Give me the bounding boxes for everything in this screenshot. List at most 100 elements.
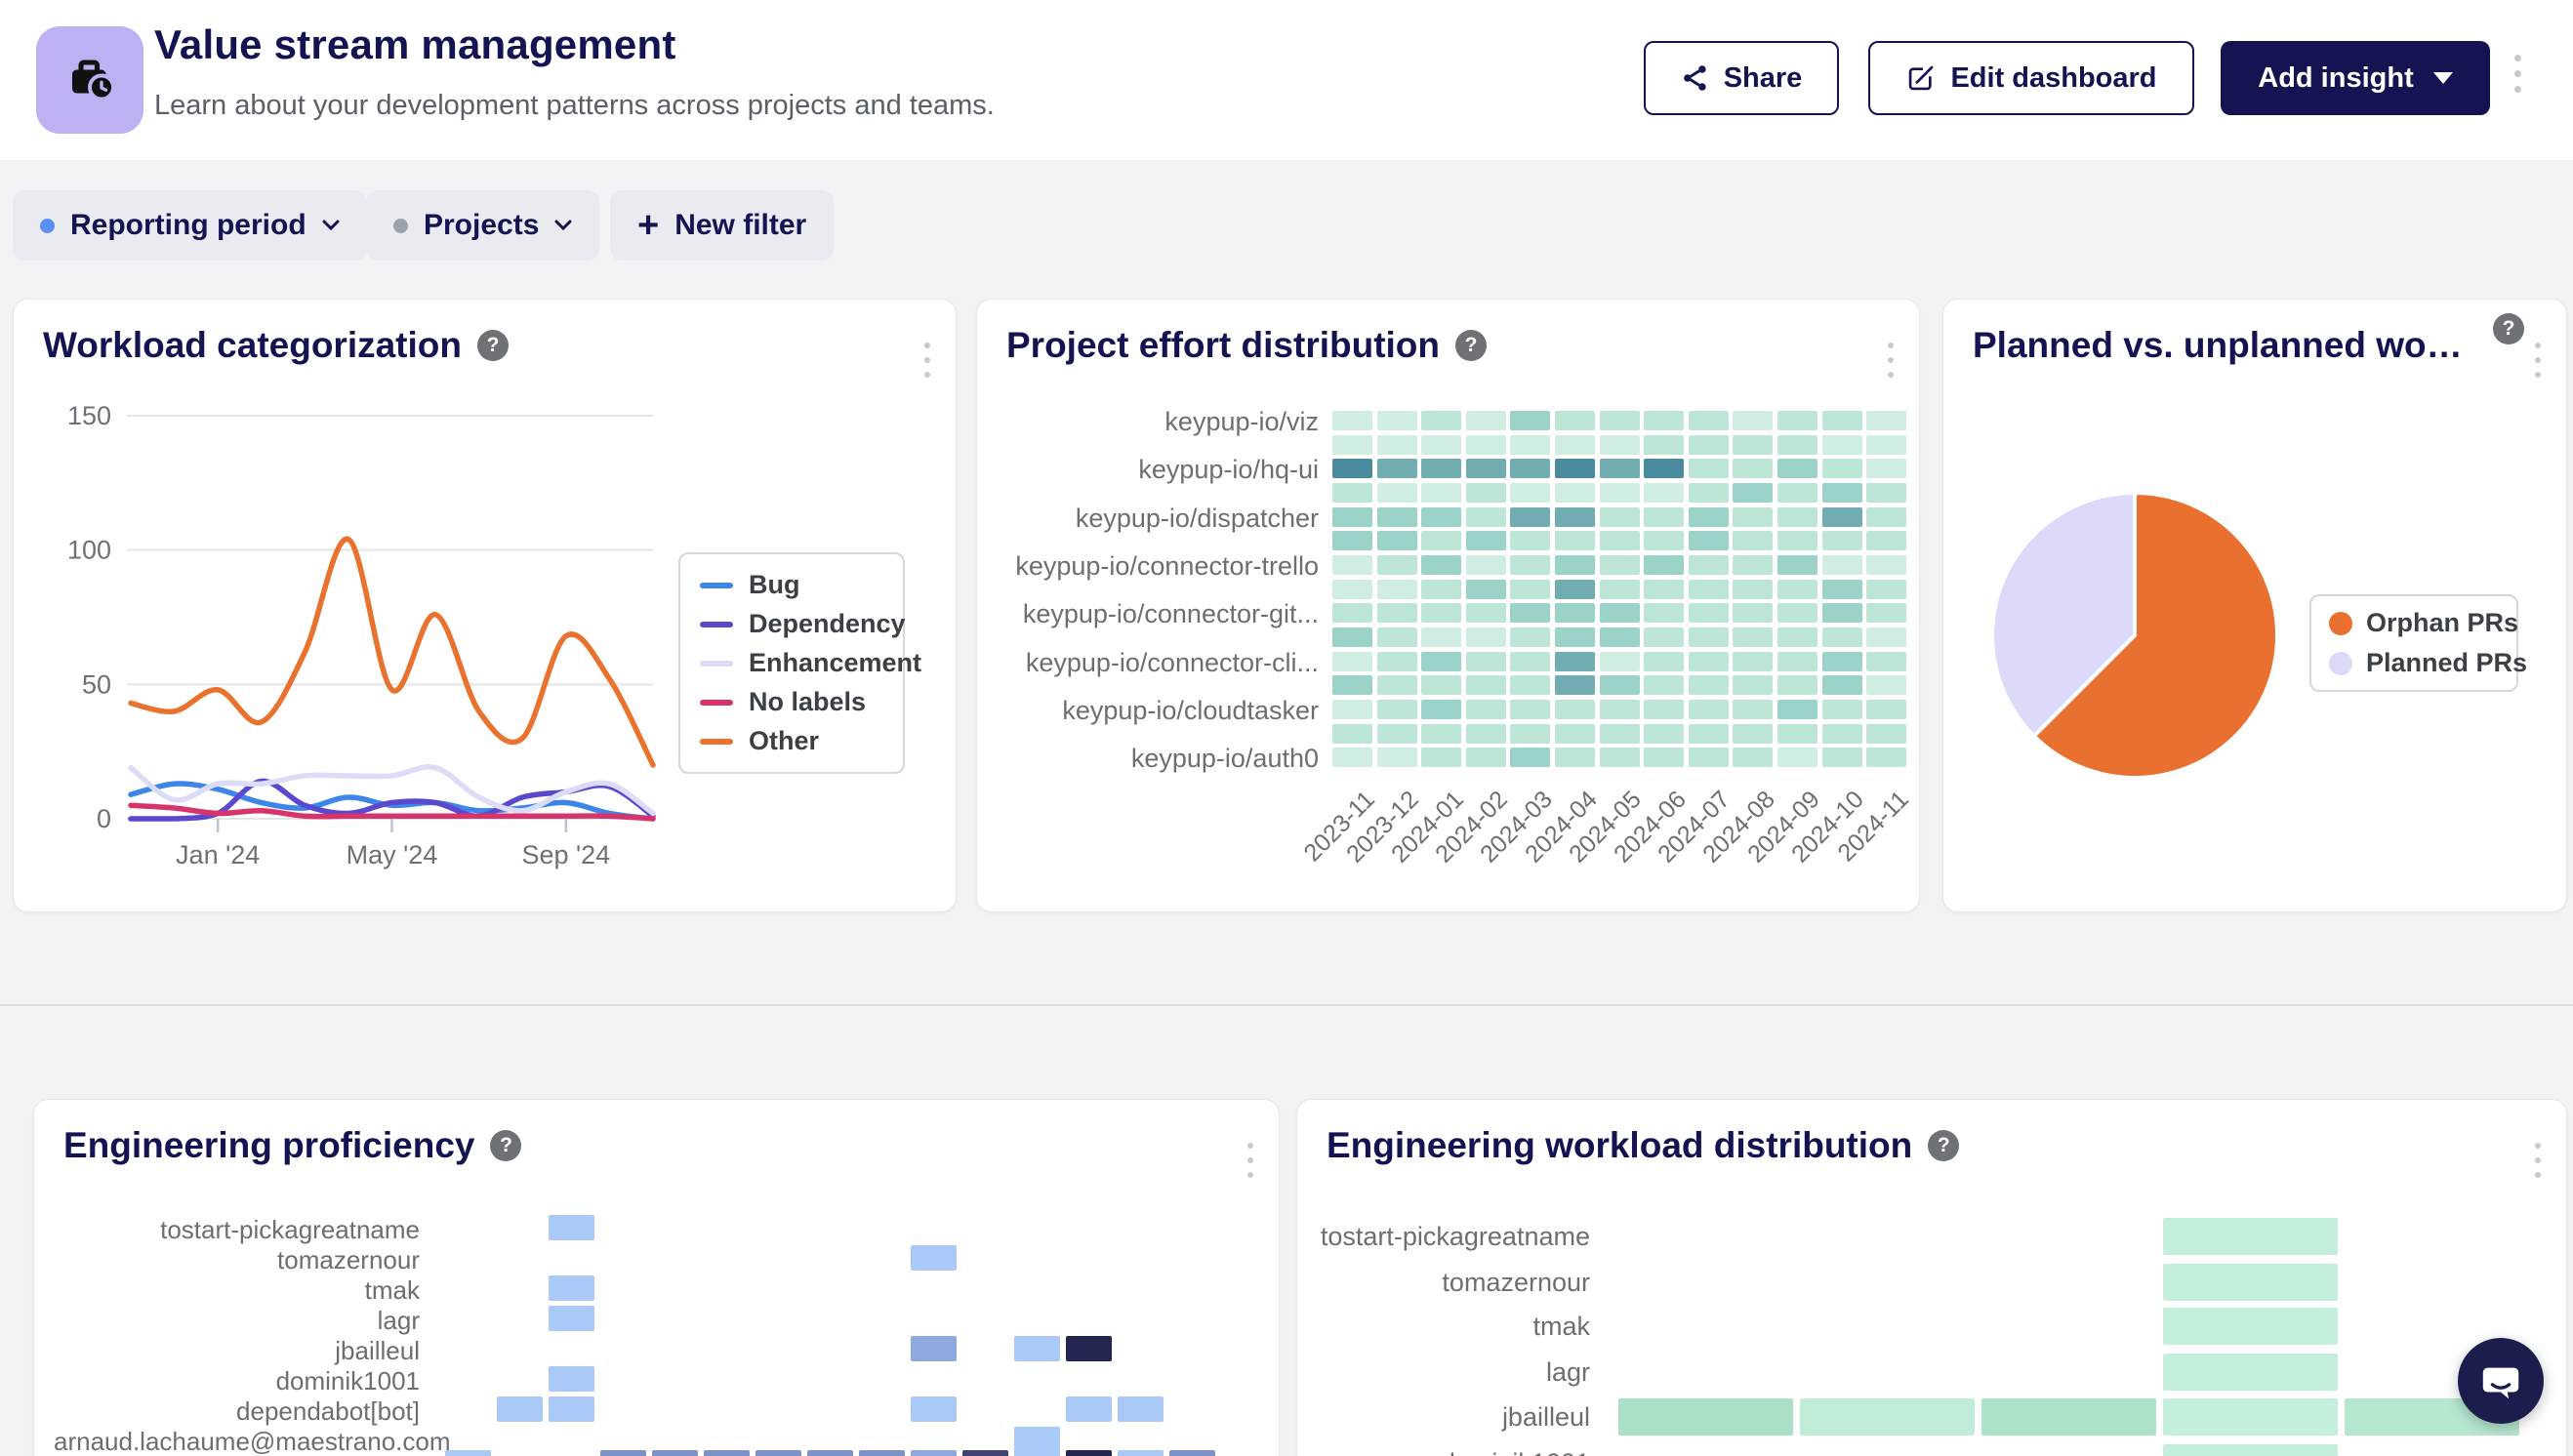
heatmap-cell[interactable]	[1421, 531, 1461, 550]
bar-segment[interactable]	[2163, 1444, 2338, 1456]
heatmap-cell[interactable]	[1644, 652, 1684, 671]
heatmap-cell[interactable]	[1644, 459, 1684, 478]
heatmap-cell[interactable]	[1332, 652, 1372, 671]
heatmap-cell[interactable]	[1644, 555, 1684, 575]
heatmap-cell[interactable]	[1733, 675, 1773, 695]
heatmap-cell[interactable]	[1555, 627, 1595, 647]
heatmap-cell[interactable]	[1466, 603, 1506, 623]
heatmap-cell[interactable]	[1118, 1450, 1164, 1456]
heatmap-cell[interactable]	[1777, 459, 1817, 478]
heatmap-cell[interactable]	[1866, 459, 1906, 478]
bar-segment[interactable]	[2163, 1354, 2338, 1391]
heatmap-cell[interactable]	[1118, 1396, 1164, 1422]
heatmap-cell[interactable]	[1377, 435, 1417, 455]
heatmap-cell[interactable]	[1421, 652, 1461, 671]
heatmap-cell[interactable]	[1421, 627, 1461, 647]
heatmap-cell[interactable]	[1733, 748, 1773, 767]
heatmap-cell[interactable]	[1421, 675, 1461, 695]
heatmap-cell[interactable]	[1377, 724, 1417, 744]
heatmap-cell[interactable]	[1822, 580, 1862, 599]
heatmap-cell[interactable]	[1822, 555, 1862, 575]
heatmap-cell[interactable]	[1733, 555, 1773, 575]
heatmap-cell[interactable]	[1510, 748, 1550, 767]
heatmap-cell[interactable]	[807, 1450, 853, 1456]
filter-reporting-period[interactable]: Reporting period	[13, 190, 367, 261]
heatmap-cell[interactable]	[1644, 724, 1684, 744]
heatmap-cell[interactable]	[1555, 411, 1595, 430]
heatmap-cell[interactable]	[1510, 652, 1550, 671]
heatmap-cell[interactable]	[1466, 459, 1506, 478]
heatmap-cell[interactable]	[1777, 652, 1817, 671]
heatmap-cell[interactable]	[1510, 483, 1550, 503]
heatmap-cell[interactable]	[1777, 603, 1817, 623]
heatmap-cell[interactable]	[1689, 580, 1729, 599]
heatmap-cell[interactable]	[1600, 748, 1640, 767]
heatmap-cell[interactable]	[1555, 435, 1595, 455]
heatmap-cell[interactable]	[497, 1396, 543, 1422]
heatmap-cell[interactable]	[1510, 675, 1550, 695]
heatmap-cell[interactable]	[1822, 483, 1862, 503]
legend-item[interactable]: Dependency	[700, 609, 883, 639]
heatmap-cell[interactable]	[1466, 555, 1506, 575]
heatmap-cell[interactable]	[1733, 700, 1773, 719]
heatmap-cell[interactable]	[445, 1450, 491, 1456]
heatmap-cell[interactable]	[1555, 531, 1595, 550]
bar-segment[interactable]	[1618, 1398, 1793, 1436]
heatmap-cell[interactable]	[1421, 724, 1461, 744]
heatmap-cell[interactable]	[1733, 652, 1773, 671]
heatmap-cell[interactable]	[1510, 580, 1550, 599]
heatmap-cell[interactable]	[600, 1450, 646, 1456]
heatmap-cell[interactable]	[1466, 435, 1506, 455]
heatmap-cell[interactable]	[1866, 555, 1906, 575]
heatmap-cell[interactable]	[1600, 675, 1640, 695]
heatmap-cell[interactable]	[1555, 555, 1595, 575]
heatmap-cell[interactable]	[704, 1450, 750, 1456]
legend-item[interactable]: Bug	[700, 570, 883, 600]
heatmap-cell[interactable]	[1377, 507, 1417, 527]
heatmap-cell[interactable]	[1644, 411, 1684, 430]
heatmap-cell[interactable]	[1866, 580, 1906, 599]
heatmap-cell[interactable]	[1644, 435, 1684, 455]
heatmap-cell[interactable]	[1066, 1336, 1112, 1361]
share-button[interactable]: Share	[1644, 41, 1839, 115]
heatmap-cell[interactable]	[1466, 700, 1506, 719]
heatmap-cell[interactable]	[1733, 724, 1773, 744]
heatmap-cell[interactable]	[911, 1245, 957, 1271]
legend-item[interactable]: Other	[700, 726, 883, 756]
heatmap-cell[interactable]	[1332, 748, 1372, 767]
heatmap-cell[interactable]	[1600, 627, 1640, 647]
heatmap-cell[interactable]	[1822, 411, 1862, 430]
heatmap-cell[interactable]	[1510, 531, 1550, 550]
heatmap-cell[interactable]	[1510, 603, 1550, 623]
bar-segment[interactable]	[1981, 1398, 2156, 1436]
heatmap-cell[interactable]	[1822, 724, 1862, 744]
add-insight-button[interactable]: Add insight	[2221, 41, 2490, 115]
heatmap-cell[interactable]	[1733, 483, 1773, 503]
heatmap-cell[interactable]	[1822, 507, 1862, 527]
heatmap-cell[interactable]	[1466, 652, 1506, 671]
heatmap-cell[interactable]	[1644, 627, 1684, 647]
heatmap-cell[interactable]	[1689, 652, 1729, 671]
heatmap-cell[interactable]	[1377, 483, 1417, 503]
heatmap-cell[interactable]	[1332, 555, 1372, 575]
heatmap-cell[interactable]	[1866, 603, 1906, 623]
heatmap-cell[interactable]	[1510, 700, 1550, 719]
legend-item[interactable]: Planned PRs	[2329, 648, 2499, 678]
heatmap-cell[interactable]	[1377, 459, 1417, 478]
heatmap-cell[interactable]	[1066, 1396, 1112, 1422]
heatmap-cell[interactable]	[1644, 700, 1684, 719]
heatmap-cell[interactable]	[1822, 459, 1862, 478]
heatmap-cell[interactable]	[1555, 675, 1595, 695]
heatmap-cell[interactable]	[1377, 580, 1417, 599]
heatmap-cell[interactable]	[1689, 483, 1729, 503]
heatmap-cell[interactable]	[1421, 435, 1461, 455]
heatmap-cell[interactable]	[1332, 531, 1372, 550]
heatmap-cell[interactable]	[1510, 411, 1550, 430]
heatmap-cell[interactable]	[1777, 435, 1817, 455]
heatmap-cell[interactable]	[1777, 675, 1817, 695]
bar-segment[interactable]	[2163, 1218, 2338, 1255]
heatmap-cell[interactable]	[1421, 507, 1461, 527]
heatmap-cell[interactable]	[1777, 724, 1817, 744]
heatmap-cell[interactable]	[1332, 724, 1372, 744]
heatmap-cell[interactable]	[1689, 507, 1729, 527]
